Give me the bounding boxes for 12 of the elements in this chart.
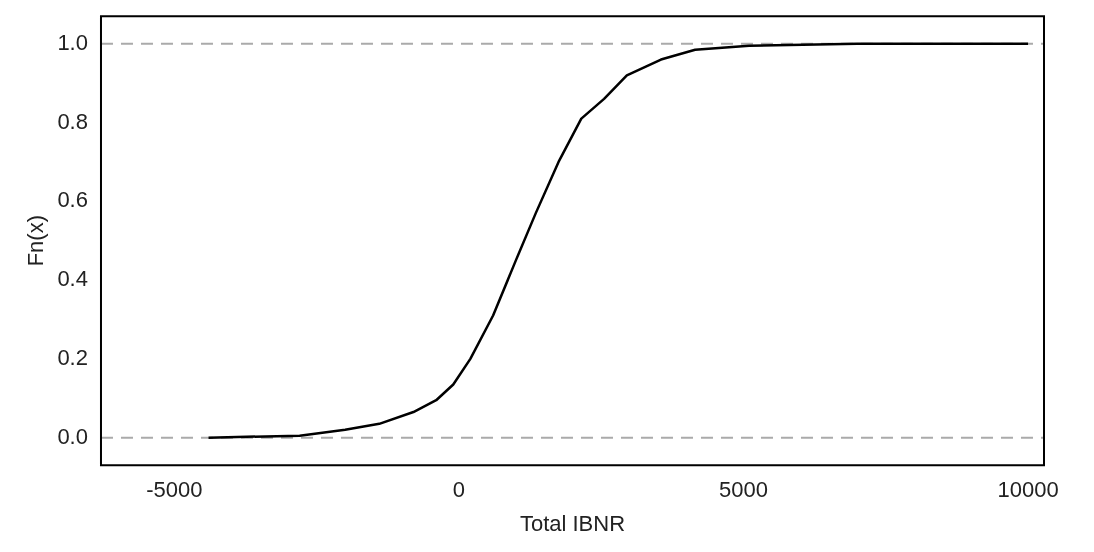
x-tick-label: 0	[452, 477, 466, 503]
y-tick-label: 0.6	[57, 187, 88, 213]
y-axis-title: Fn(x)	[23, 215, 49, 267]
y-tick-label: 0.4	[57, 266, 88, 292]
y-tick-label: 0.8	[57, 108, 88, 134]
y-tick-label: 1.0	[57, 29, 88, 55]
y-tick-label: 0.2	[57, 344, 88, 370]
x-tick-label: 10000	[997, 477, 1059, 503]
x-tick-label: -5000	[146, 477, 203, 503]
y-tick-label: 0.0	[57, 423, 88, 449]
x-tick-label: 5000	[719, 477, 768, 503]
x-axis-title: Total IBNR	[519, 510, 626, 536]
